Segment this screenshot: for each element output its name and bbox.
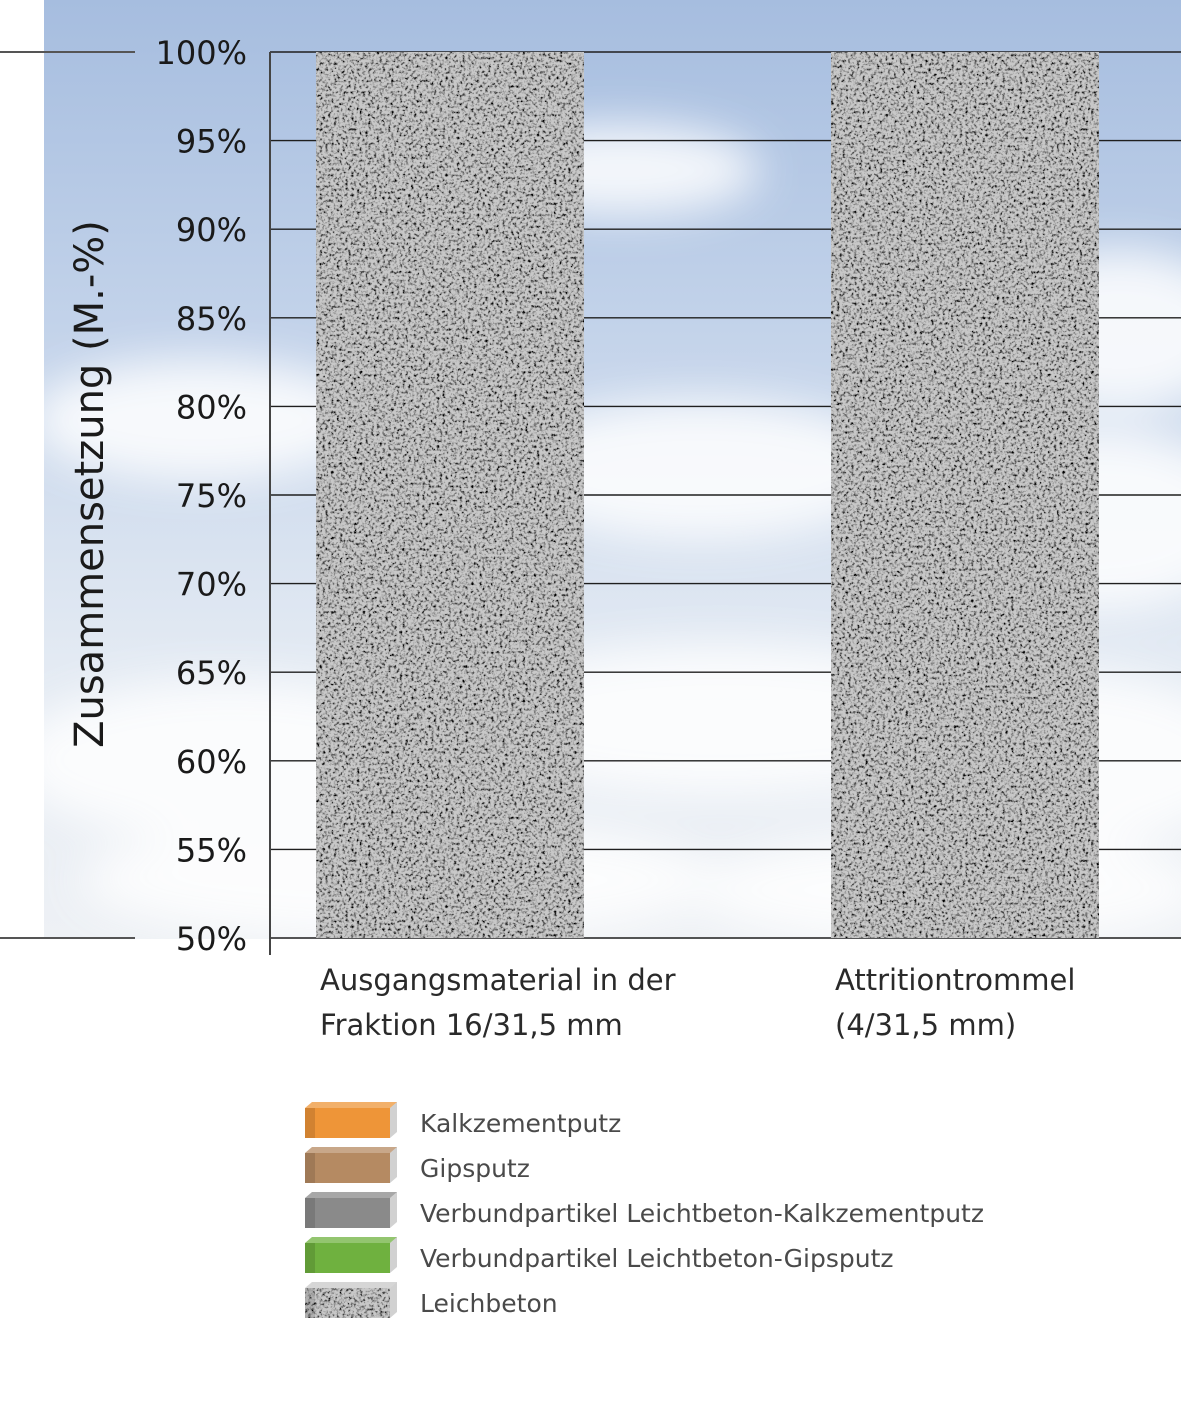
y-tick-label: 80% bbox=[176, 388, 247, 426]
axes-group bbox=[0, 51, 271, 955]
y-tick-label: 55% bbox=[176, 831, 247, 869]
y-tick-label: 100% bbox=[156, 34, 247, 72]
legend-label-verbundpartikel-leichtbeton-gipsputz: Verbundpartikel Leichtbeton-Gipsputz bbox=[420, 1244, 894, 1273]
category-labels: Ausgangsmaterial in der Fraktion 16/31,5 … bbox=[320, 963, 1075, 1042]
y-tick-label: 70% bbox=[176, 566, 247, 604]
legend-label-gipsputz: Gipsputz bbox=[420, 1154, 530, 1183]
legend-label-verbundpartikel-leichtbeton-kalkzementputz: Verbundpartikel Leichtbeton-Kalkzementpu… bbox=[420, 1199, 984, 1228]
legend-swatch-gipsputz bbox=[305, 1147, 397, 1183]
y-tick-label: 65% bbox=[176, 654, 247, 692]
category-label: Fraktion 16/31,5 mm bbox=[320, 1008, 623, 1042]
bar-segment-leichbeton bbox=[831, 52, 1099, 938]
y-tick-label: 60% bbox=[176, 743, 247, 781]
y-tick-label: 85% bbox=[176, 300, 247, 338]
y-tick-label: 95% bbox=[176, 123, 247, 161]
legend-label-kalkzementputz: Kalkzementputz bbox=[420, 1109, 621, 1138]
y-axis-title: Zusammensetzung (M.-%) bbox=[67, 220, 113, 748]
legend: Kalkzementputz Gipsputz Verbundpartikel Le… bbox=[305, 1102, 984, 1318]
y-tick-label: 90% bbox=[176, 211, 247, 249]
y-tick-label: 50% bbox=[176, 920, 247, 958]
legend-swatch-leichbeton bbox=[305, 1282, 397, 1318]
y-tick-label: 75% bbox=[176, 477, 247, 515]
legend-label-leichbeton: Leichbeton bbox=[420, 1289, 558, 1318]
bars-group bbox=[316, 52, 1099, 938]
legend-swatch-kalkzementputz bbox=[305, 1102, 397, 1138]
legend-swatch-verbundpartikel-leichtbeton-gipsputz bbox=[305, 1237, 397, 1273]
y-tick-labels: 50% 55% 60% 65% 70% 75% 80% 85% 90% 95% 100% bbox=[156, 34, 247, 958]
bar-segment-leichbeton bbox=[316, 52, 584, 938]
category-label: Ausgangsmaterial in der bbox=[320, 963, 676, 997]
legend-swatch-verbundpartikel-leichtbeton-kalkzementputz bbox=[305, 1192, 397, 1228]
category-label: (4/31,5 mm) bbox=[835, 1008, 1016, 1042]
category-label: Attritiontrommel bbox=[835, 963, 1075, 997]
